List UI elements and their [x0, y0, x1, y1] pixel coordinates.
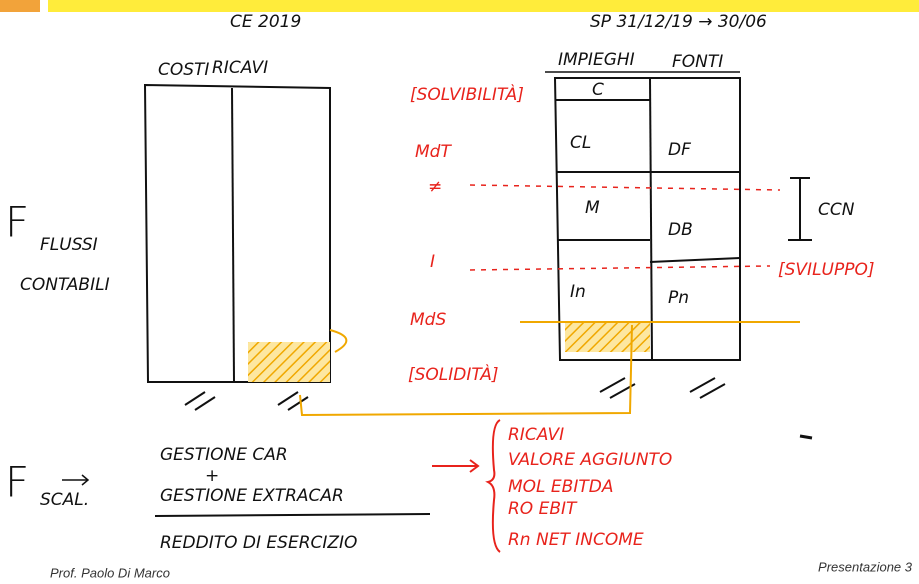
ce-box: [143, 83, 331, 383]
margin-item: RO EBIT: [508, 499, 578, 519]
line: GESTIONE EXTRACAR: [160, 486, 344, 506]
footer-author: Prof. Paolo Di Marco: [50, 565, 170, 580]
sum-line: [154, 513, 431, 517]
dashed-lines: [469, 184, 781, 271]
line: +: [205, 466, 219, 486]
arrow: [432, 459, 480, 473]
note: CCN: [818, 200, 855, 220]
title-right: SP 31/12/19 → 30/06: [590, 12, 767, 32]
hatch-arrow: [329, 329, 348, 353]
note: ≠: [428, 177, 442, 197]
flow-sub: SCAL.: [40, 490, 89, 510]
corner-block: [0, 0, 40, 12]
cell: CL: [570, 133, 591, 153]
note: [SOLIDITÀ]: [408, 363, 498, 385]
cell: In: [570, 282, 586, 302]
cell: DB: [668, 220, 693, 240]
cell: Pn: [668, 288, 689, 308]
note: [SOLVIBILITÀ]: [410, 83, 524, 105]
flow-symbol: F: [5, 458, 29, 507]
flow-note: CONTABILI: [20, 275, 110, 295]
brace: [485, 419, 501, 553]
note: MdS: [410, 310, 446, 330]
label: COSTI: [158, 60, 209, 80]
margin-item: RICAVI: [508, 425, 564, 445]
label: FONTI: [672, 52, 723, 72]
note: MdT: [415, 142, 452, 162]
margin-item: Rn NET INCOME: [508, 530, 644, 550]
line: GESTIONE CAR: [160, 445, 288, 465]
margin-item: MOL EBITDA: [508, 477, 613, 497]
cell: DF: [668, 140, 691, 160]
bracket: [788, 177, 812, 241]
cell: M: [585, 198, 600, 218]
margin-item: VALORE AGGIUNTO: [508, 450, 672, 470]
cell: C: [592, 80, 604, 100]
flow-sub: FLUSSI: [40, 235, 98, 255]
line: REDDITO DI ESERCIZIO: [160, 533, 357, 553]
label: RICAVI: [212, 58, 268, 78]
arrow: [62, 474, 90, 486]
footer-slide: Presentazione 3: [818, 559, 913, 574]
title-left: CE 2019: [230, 12, 301, 32]
ticks: [184, 377, 726, 411]
hatched-area: [565, 322, 650, 352]
link-line: [299, 324, 633, 417]
hatched-area: [248, 342, 330, 382]
note: [SVILUPPO]: [778, 260, 875, 280]
top-bar: [48, 0, 919, 12]
note: I: [430, 252, 435, 272]
label: IMPIEGHI: [558, 50, 635, 70]
mark: [799, 434, 813, 440]
sp-box: [553, 77, 741, 361]
flow-symbol: F: [5, 198, 29, 247]
